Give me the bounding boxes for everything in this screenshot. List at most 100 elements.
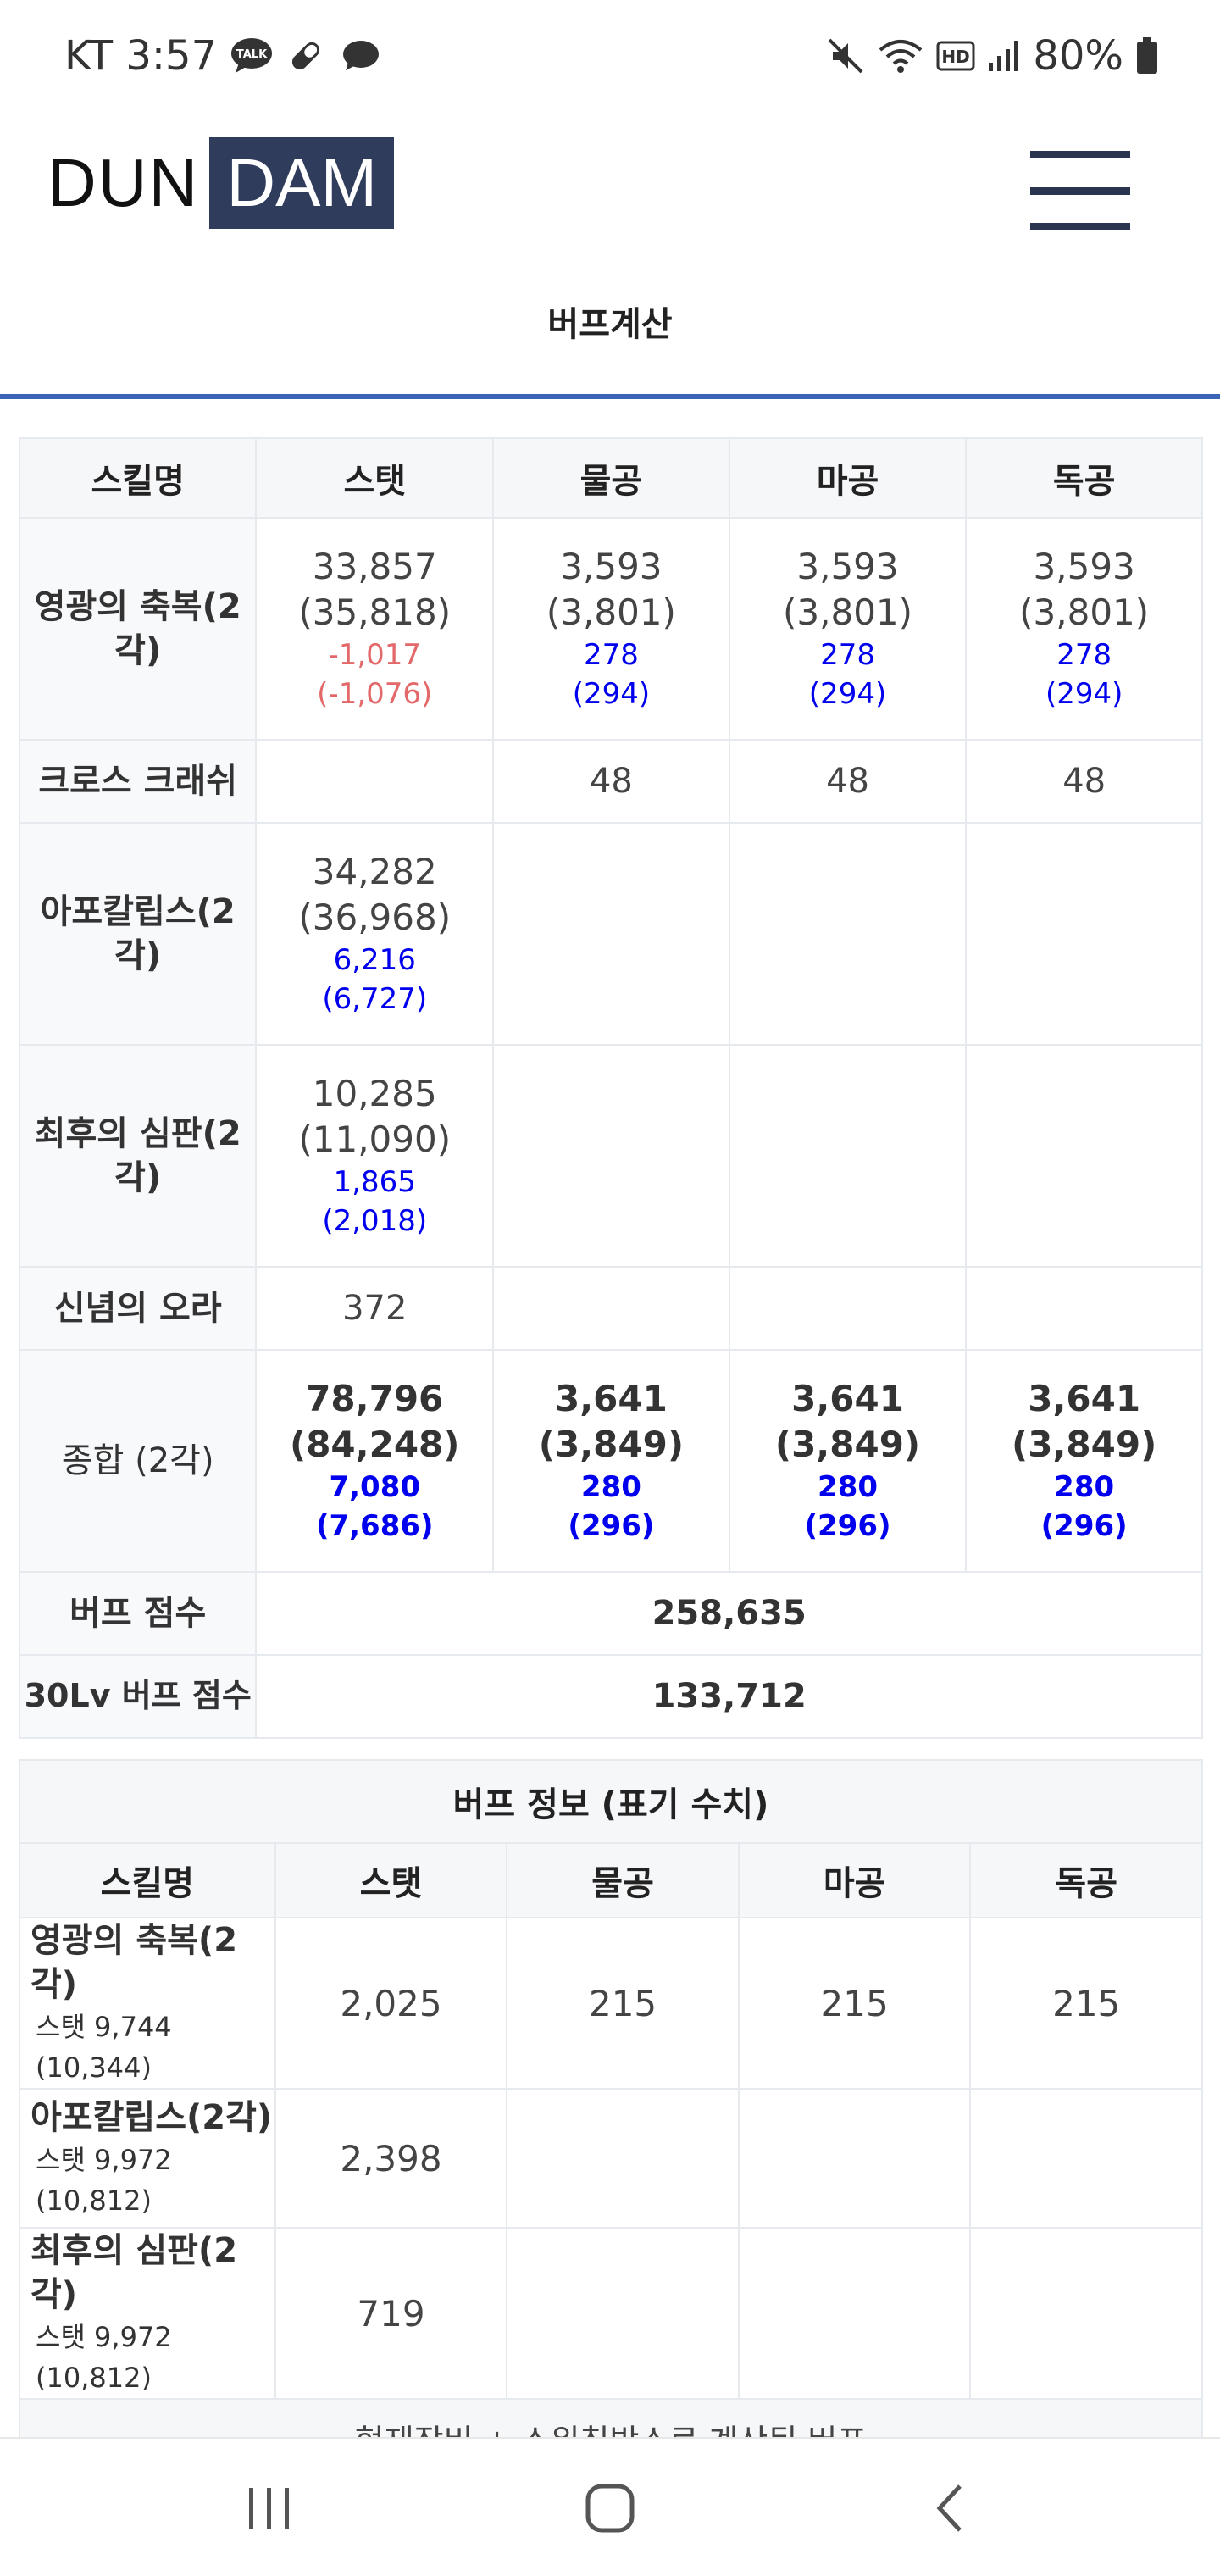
mag-cell: 48 [728, 739, 968, 824]
mag-cell [728, 1044, 968, 1268]
logo-dun-text: DUN [47, 145, 200, 220]
ind-cell: 3,641 (3,849) 280 (296) [965, 1349, 1203, 1573]
phys-cell: 215 [506, 1917, 740, 2090]
lv30-score-value: 133,712 [255, 1654, 1203, 1739]
info-caption-row: 버프 정보 (표기 수치) [19, 1759, 1203, 1844]
value-diff: 278 [583, 637, 639, 672]
ind-cell: 48 [965, 739, 1203, 824]
value-diff: 280 [818, 1469, 879, 1504]
value-diff: -1,017 [328, 637, 422, 672]
table-row: 아포칼립스(2각) 스탯 9,972 (10,812) 2,398 [19, 2088, 1203, 2229]
back-icon[interactable] [908, 2474, 993, 2542]
table-row: 크로스 크래쉬 48 48 48 [18, 739, 1203, 824]
ind-cell [965, 1044, 1203, 1268]
info-caption: 버프 정보 (표기 수치) [19, 1759, 1203, 1844]
stat-cell: 34,282 (36,968) 6,216 (6,727) [255, 822, 495, 1046]
value-sub: (3,849) [1012, 1424, 1157, 1466]
site-header: DUN DAM [0, 119, 1220, 288]
recent-apps-icon[interactable] [227, 2474, 312, 2542]
value-diff-sub: (2,018) [322, 1203, 428, 1238]
value-diff: 7,080 [329, 1469, 421, 1504]
header-stat: 스탯 [274, 1842, 508, 1918]
table-row: 영광의 축복(2각) 스탯 9,744 (10,344) 2,025 215 2… [19, 1917, 1203, 2090]
value-main: 3,641 [791, 1377, 904, 1419]
skill-name: 아포칼립스(2각) [18, 822, 258, 1046]
skill-name: 영광의 축복(2각) [30, 1921, 238, 2004]
status-right: HD 80% [826, 32, 1159, 80]
header-mag: 마공 [728, 437, 968, 519]
header-skill: 스킬명 [19, 1842, 276, 1918]
value-main: 3,593 [796, 545, 899, 587]
skill-sub: 스탯 9,744 (10,344) [36, 2011, 172, 2084]
menu-line [1030, 223, 1130, 230]
mag-cell: 3,593 (3,801) 278 (294) [728, 517, 968, 741]
value-sub: (3,801) [546, 591, 676, 634]
menu-line [1030, 151, 1130, 158]
table-row: 영광의 축복(2각) 33,857 (35,818) -1,017 (-1,07… [18, 517, 1203, 741]
value-diff-sub: (296) [1040, 1508, 1128, 1543]
phys-cell [492, 1266, 730, 1351]
value-diff: 278 [1056, 637, 1112, 672]
menu-line [1030, 186, 1130, 195]
mag-cell [728, 822, 968, 1046]
value-sub: (3,801) [1019, 591, 1150, 634]
value-diff: 6,216 [333, 942, 416, 977]
mute-icon [826, 36, 865, 75]
value-diff-sub: (7,686) [315, 1508, 434, 1543]
title-underline [0, 394, 1220, 399]
stat-cell: 372 [255, 1266, 495, 1351]
logo[interactable]: DUN DAM [47, 137, 395, 229]
value-diff-sub: (6,727) [322, 981, 428, 1016]
value-diff-sub: (294) [808, 676, 887, 711]
mag-cell [737, 2227, 972, 2400]
header-ind: 독공 [965, 437, 1203, 519]
pill-icon [286, 36, 325, 75]
buff-score-row: 버프 점수 258,635 [18, 1571, 1203, 1656]
phys-cell: 3,593 (3,801) 278 (294) [492, 517, 730, 741]
header-mag: 마공 [737, 1842, 972, 1918]
phys-cell [506, 2088, 740, 2229]
wifi-icon [877, 36, 924, 75]
value-main: 33,857 [312, 545, 437, 587]
skill-name-cell: 최후의 심판(2각) 스탯 9,972 (10,812) [19, 2227, 276, 2400]
skill-sub: 스탯 9,972 (10,812) [36, 2321, 172, 2394]
status-left: KT 3:57 TALK [64, 32, 380, 80]
mag-cell: 215 [737, 1917, 972, 2090]
header-phys: 물공 [492, 437, 730, 519]
talk-icon: TALK [230, 37, 273, 75]
skill-sub: 스탯 9,972 (10,812) [36, 2144, 172, 2217]
value-sub: (3,849) [774, 1424, 921, 1466]
skill-name: 아포칼립스(2각) [30, 2098, 273, 2137]
value-diff: 280 [580, 1469, 641, 1504]
skill-name: 종합 (2각) [18, 1349, 258, 1573]
value-sub: (84,248) [290, 1424, 460, 1466]
skill-name: 신념의 오라 [18, 1266, 258, 1351]
value-diff-sub: (-1,076) [317, 676, 433, 711]
ind-cell [965, 822, 1203, 1046]
stat-cell: 33,857 (35,818) -1,017 (-1,076) [255, 517, 495, 741]
phys-cell: 48 [492, 739, 730, 824]
buff-table: 스킬명 스탯 물공 마공 독공 영광의 축복(2각) 33,857 (35,81… [18, 437, 1203, 1739]
buff-score-label: 버프 점수 [18, 1571, 258, 1656]
menu-icon[interactable] [1030, 151, 1130, 230]
info-header-row: 스킬명 스탯 물공 마공 독공 [19, 1842, 1203, 1918]
battery-percent: 80% [1033, 32, 1123, 80]
mag-cell: 3,641 (3,849) 280 (296) [728, 1349, 968, 1573]
stat-cell [255, 739, 495, 824]
mag-cell [737, 2088, 972, 2229]
value-main: 10,285 [312, 1072, 437, 1114]
value-diff: 278 [820, 637, 875, 672]
table-row: 아포칼립스(2각) 34,282 (36,968) 6,216 (6,727) [18, 822, 1203, 1046]
stat-cell: 10,285 (11,090) 1,865 (2,018) [255, 1044, 495, 1268]
navigation-bar [0, 2437, 1220, 2576]
signal-icon [987, 39, 1021, 73]
buff-info-table: 버프 정보 (표기 수치) 스킬명 스탯 물공 마공 독공 영광의 축복(2각)… [19, 1759, 1203, 2478]
home-icon[interactable] [568, 2474, 652, 2542]
skill-name: 영광의 축복(2각) [18, 517, 258, 741]
value-sub: (35,818) [298, 591, 452, 634]
value-main: 3,593 [1033, 545, 1135, 587]
svg-text:HD: HD [942, 47, 970, 67]
ind-cell [969, 2088, 1203, 2229]
lv30-score-row: 30Lv 버프 점수 133,712 [18, 1654, 1203, 1739]
value-main: 3,641 [554, 1377, 668, 1419]
